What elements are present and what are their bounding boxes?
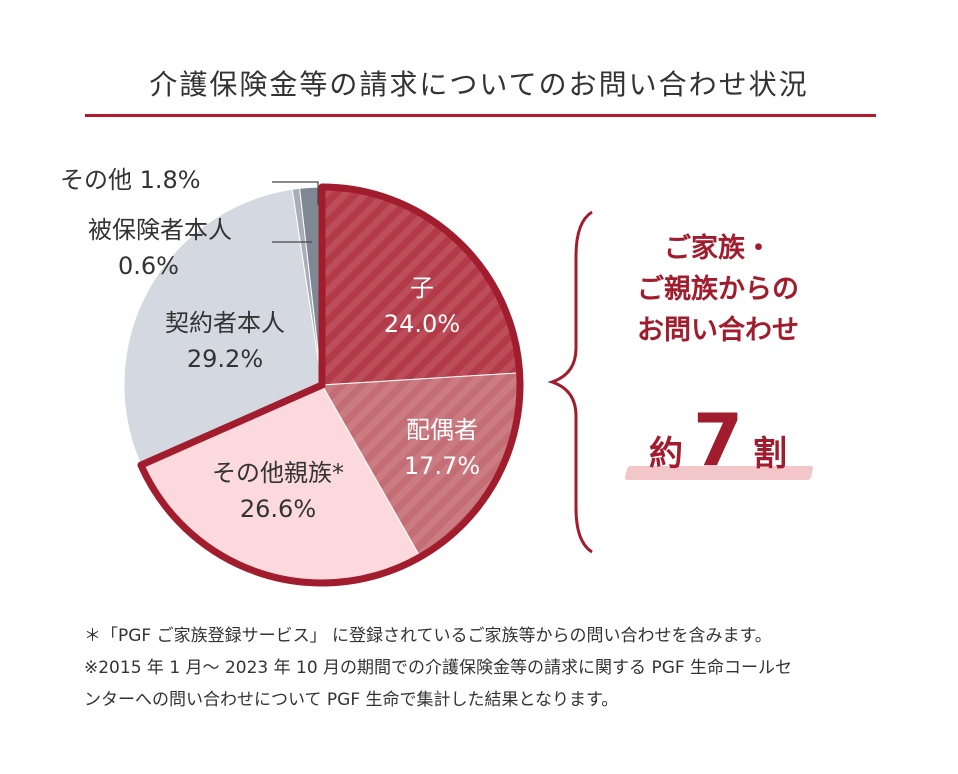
title-underline — [85, 114, 876, 117]
label-child: 子 24.0% — [383, 274, 461, 338]
footnote-3: ンターへの問い合わせについて PGF 生命で集計した結果となります。 — [84, 690, 619, 710]
label-other: その他 1.8% — [60, 166, 201, 194]
footnote-2: ※2015 年 1 月～ 2023 年 10 月の期間での介護保険金等の請求に関… — [84, 658, 793, 678]
footnotes: ＊「PGF ご家族登録サービス」 に登録されているご家族等からの問い合わせを含み… — [84, 620, 884, 716]
slice-policyholder — [123, 188, 323, 466]
leader-line-other — [272, 181, 319, 205]
chart-title: 介護保険金等の請求についてのお問い合わせ状況 — [149, 68, 809, 101]
label-policyholder: 契約者本人 29.2% — [165, 309, 285, 373]
family-callout: ご家族・ ご親族からの お問い合わせ — [637, 233, 799, 346]
label-other-relatives: その他親族* 26.6% — [212, 459, 344, 523]
label-spouse: 配偶者 17.7% — [403, 416, 481, 480]
family-group-outline — [137, 183, 524, 587]
curly-brace — [547, 210, 593, 554]
footnote-1: ＊「PGF ご家族登録サービス」 に登録されているご家族等からの問い合わせを含み… — [84, 626, 772, 646]
slice-child-stripes — [322, 187, 520, 385]
leader-lines — [272, 181, 319, 243]
label-insured: 被保険者本人 0.6% — [88, 216, 232, 280]
